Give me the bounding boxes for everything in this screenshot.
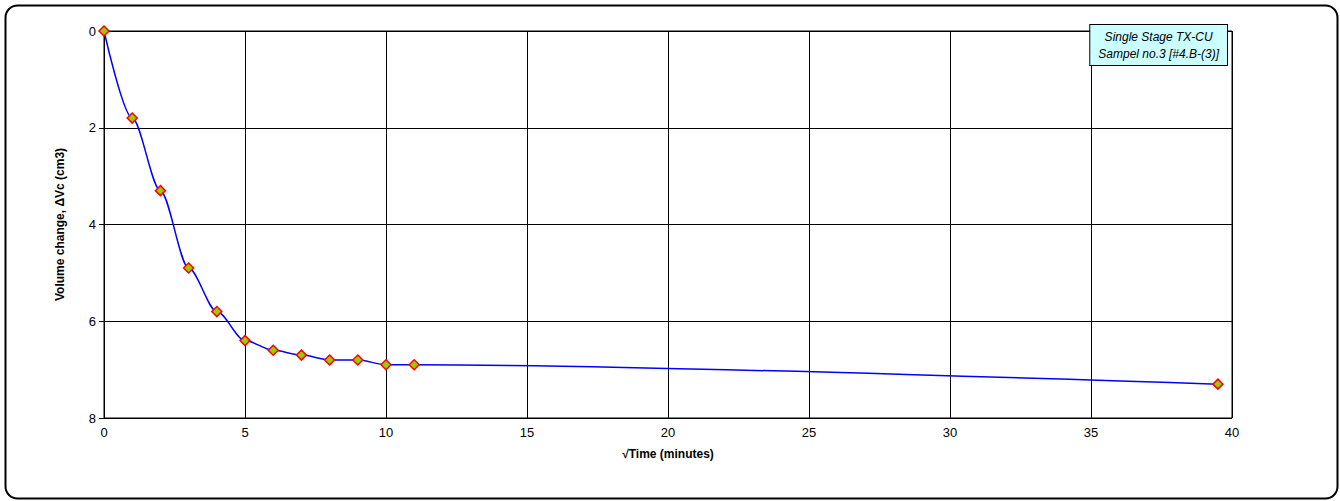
svg-text:Volume change, ΔVc (cm3): Volume change, ΔVc (cm3) [53,148,67,301]
svg-text:2: 2 [89,120,96,135]
svg-text:Single Stage TX-CU: Single Stage TX-CU [1105,30,1213,44]
svg-text:15: 15 [520,425,534,440]
svg-text:Sampel no.3 [#4.B-(3)]: Sampel no.3 [#4.B-(3)] [1098,47,1219,61]
svg-text:4: 4 [89,217,96,232]
svg-text:25: 25 [802,425,816,440]
svg-text:√Time (minutes): √Time (minutes) [622,447,714,461]
svg-text:5: 5 [241,425,248,440]
svg-text:40: 40 [1225,425,1239,440]
svg-text:0: 0 [89,24,96,39]
svg-text:10: 10 [379,425,393,440]
svg-text:20: 20 [661,425,675,440]
svg-text:0: 0 [100,425,107,440]
svg-text:35: 35 [1084,425,1098,440]
svg-text:6: 6 [89,314,96,329]
svg-text:8: 8 [89,411,96,426]
svg-text:30: 30 [943,425,957,440]
